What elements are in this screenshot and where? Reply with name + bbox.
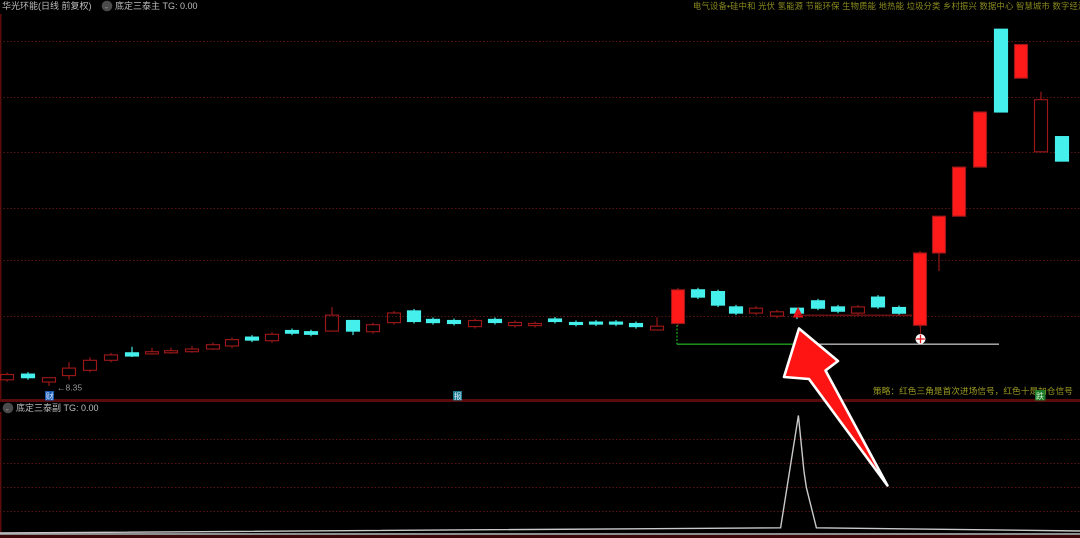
svg-text:电气设备•硅中和 光伏 氢能源 节能环保 生物质能 地热能: 电气设备•硅中和 光伏 氢能源 节能环保 生物质能 地热能 垃圾分类 乡村振兴 …	[693, 1, 1080, 11]
svg-text:←8.35: ←8.35	[57, 383, 82, 393]
svg-text:⌄: ⌄	[5, 406, 11, 413]
svg-text:跌: 跌	[1036, 391, 1044, 401]
svg-text:底定三泰副 TG: 0.00: 底定三泰副 TG: 0.00	[16, 402, 99, 413]
svg-text:财: 财	[46, 391, 54, 401]
svg-text:底定三泰主 TG: 0.00: 底定三泰主 TG: 0.00	[115, 0, 198, 11]
svg-text:华光环能(日线 前复权): 华光环能(日线 前复权)	[2, 0, 92, 11]
svg-text:⌄: ⌄	[104, 4, 110, 11]
svg-text:报: 报	[454, 391, 462, 401]
